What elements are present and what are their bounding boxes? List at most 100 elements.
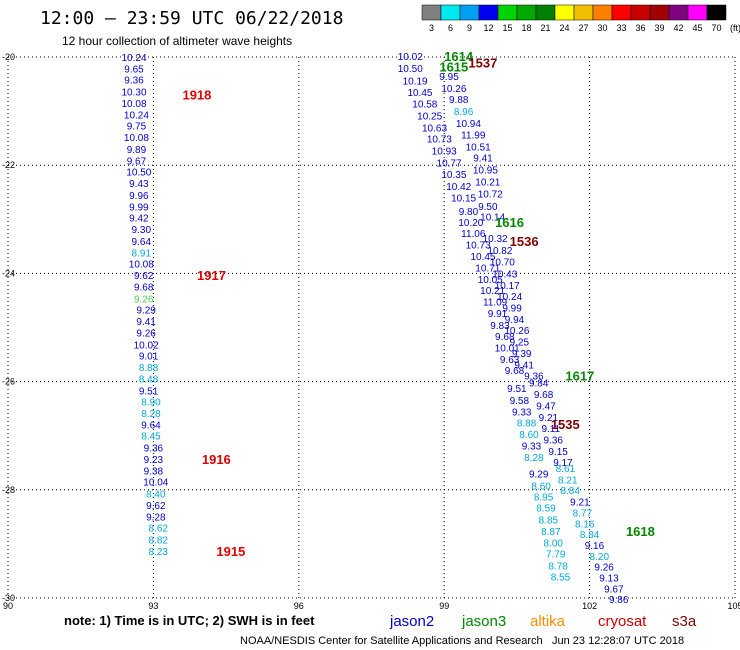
scale-swatch bbox=[649, 4, 670, 21]
wave-height-point: 9.17 bbox=[553, 458, 573, 469]
wave-height-point: 8.77 bbox=[573, 509, 593, 520]
wave-height-point: 10.05 bbox=[478, 275, 503, 286]
data-points: 10.249.659.3610.3010.0810.249.7510.089.8… bbox=[121, 52, 628, 606]
wave-height-point: 10.24 bbox=[497, 292, 522, 303]
scale-label: 39 bbox=[654, 23, 664, 33]
wave-height-point: 8.28 bbox=[524, 453, 544, 464]
credit-line: NOAA/NESDIS Center for Satellite Applica… bbox=[240, 635, 543, 647]
wave-height-point: 10.70 bbox=[490, 257, 515, 268]
wave-height-point: 9.67 bbox=[127, 156, 147, 167]
wave-height-point: 9.33 bbox=[512, 407, 532, 418]
wave-height-point: 9.29 bbox=[136, 306, 156, 317]
wave-height-point: 9.47 bbox=[536, 401, 556, 412]
wave-height-point: 8.00 bbox=[544, 538, 564, 549]
axis-ticks: 90 93 96 99 102 105 -20 -22 -24 -26 -28 -30 bbox=[2, 52, 740, 611]
scale-label: 30 bbox=[597, 23, 607, 33]
scale-label: 36 bbox=[635, 23, 645, 33]
scale-swatch bbox=[535, 4, 556, 21]
wave-height-point: 10.15 bbox=[451, 194, 476, 205]
wave-height-point: 9.41 bbox=[514, 360, 534, 371]
wave-height-point: 10.19 bbox=[403, 76, 428, 87]
wave-height-point: 8.95 bbox=[534, 492, 554, 503]
scale-label: 12 bbox=[483, 23, 493, 33]
wave-height-point: 9.36 bbox=[124, 76, 144, 87]
wave-height-point: 8.60 bbox=[519, 430, 539, 441]
wave-height-point: 8.84 bbox=[580, 530, 600, 541]
wave-height-point: 10.30 bbox=[121, 88, 146, 99]
wave-height-point: 8.62 bbox=[149, 524, 169, 535]
wave-height-point: 10.32 bbox=[483, 234, 508, 245]
scale-label: 24 bbox=[559, 23, 569, 33]
wave-height-point: 9.95 bbox=[439, 72, 459, 83]
scale-swatch bbox=[668, 4, 689, 21]
wave-height-point: 10.71 bbox=[475, 263, 500, 274]
scale-label: 21 bbox=[540, 23, 550, 33]
color-scale-bar: 3 6 9 12 15 18 21 24 27 30 33 36 39 42 45 70 (ft) bbox=[421, 4, 740, 33]
pass-time-label: 1617 bbox=[565, 369, 594, 384]
scale-label: 42 bbox=[673, 23, 683, 33]
scale-label: 45 bbox=[692, 23, 702, 33]
wave-height-point: 9.89 bbox=[127, 145, 147, 156]
wave-height-point: 9.51 bbox=[507, 384, 527, 395]
wave-height-point: 8.48 bbox=[139, 374, 159, 385]
wave-height-point: 9.36 bbox=[544, 435, 564, 446]
scale-swatch bbox=[687, 4, 708, 21]
wave-height-point: 9.58 bbox=[510, 396, 530, 407]
wave-height-point: 10.94 bbox=[456, 119, 481, 130]
wave-height-point: 9.21 bbox=[570, 498, 590, 509]
wave-height-point: 8.88 bbox=[139, 363, 159, 374]
scale-swatch bbox=[459, 4, 480, 21]
wave-height-point: 9.62 bbox=[134, 271, 154, 282]
wave-height-point: 9.64 bbox=[141, 420, 161, 431]
wave-height-point: 9.68 bbox=[505, 366, 525, 377]
wave-height-point: 8.78 bbox=[548, 562, 568, 573]
wave-height-point: 10.21 bbox=[475, 177, 500, 188]
satellite-legend: jason2 jason3 altika cryosat s3a bbox=[389, 613, 697, 630]
wave-height-point: 9.62 bbox=[146, 501, 166, 512]
wave-height-point: 9.83 bbox=[490, 321, 510, 332]
wave-height-point: 9.39 bbox=[512, 349, 532, 360]
wave-height-point: 9.65 bbox=[124, 64, 144, 75]
pass-time-label: 1618 bbox=[626, 524, 655, 539]
wave-height-point: 9.99 bbox=[502, 303, 522, 314]
wave-height-point: 10.82 bbox=[487, 246, 512, 257]
wave-height-point: 11.09 bbox=[483, 298, 508, 309]
generated-timestamp: Jun 23 12:28:07 UTC 2018 bbox=[552, 635, 684, 647]
footnote: note: 1) Time is in UTC; 2) SWH is in fe… bbox=[64, 613, 315, 628]
wave-height-point: 8.88 bbox=[517, 419, 537, 430]
wave-height-point: 9.26 bbox=[136, 328, 156, 339]
wave-height-point: 10.35 bbox=[441, 170, 466, 181]
scale-swatch bbox=[478, 4, 499, 21]
wave-height-point: 8.61 bbox=[556, 464, 576, 475]
x-tick-label: 93 bbox=[148, 601, 158, 611]
scale-label: 27 bbox=[578, 23, 588, 33]
wave-height-point: 10.93 bbox=[432, 147, 457, 158]
scale-label: 9 bbox=[467, 23, 472, 33]
x-tick-label: 102 bbox=[582, 601, 597, 611]
chart-title: 12:00 – 23:59 UTC 06/22/2018 bbox=[40, 8, 343, 29]
wave-height-point: 9.26 bbox=[134, 294, 154, 305]
pass-time-label: 1615 bbox=[439, 60, 468, 75]
wave-height-point: 9.11 bbox=[541, 424, 560, 435]
wave-height-point: 10.77 bbox=[437, 158, 462, 169]
wave-height-point: 10.58 bbox=[412, 100, 437, 111]
wave-height-point: 9.67 bbox=[604, 584, 624, 595]
wave-height-point: 10.25 bbox=[417, 111, 442, 122]
y-tick-label: -24 bbox=[2, 268, 15, 278]
wave-height-point: 9.96 bbox=[129, 191, 149, 202]
scale-label: 6 bbox=[448, 23, 453, 33]
legend-jason2: jason2 bbox=[389, 613, 434, 630]
wave-height-point: 10.63 bbox=[422, 123, 447, 134]
wave-height-point: 10.20 bbox=[458, 218, 483, 229]
wave-height-point: 10.02 bbox=[398, 52, 423, 63]
scale-label: (ft) bbox=[730, 23, 740, 33]
wave-height-point: 9.91 bbox=[488, 309, 508, 320]
wave-height-point: 8.21 bbox=[558, 476, 578, 487]
wave-height-point: 10.01 bbox=[495, 344, 520, 355]
legend-altika: altika bbox=[530, 613, 566, 630]
wave-height-point: 8.28 bbox=[141, 409, 161, 420]
wave-height-point: 9.88 bbox=[449, 95, 469, 106]
scale-swatch bbox=[440, 4, 461, 21]
